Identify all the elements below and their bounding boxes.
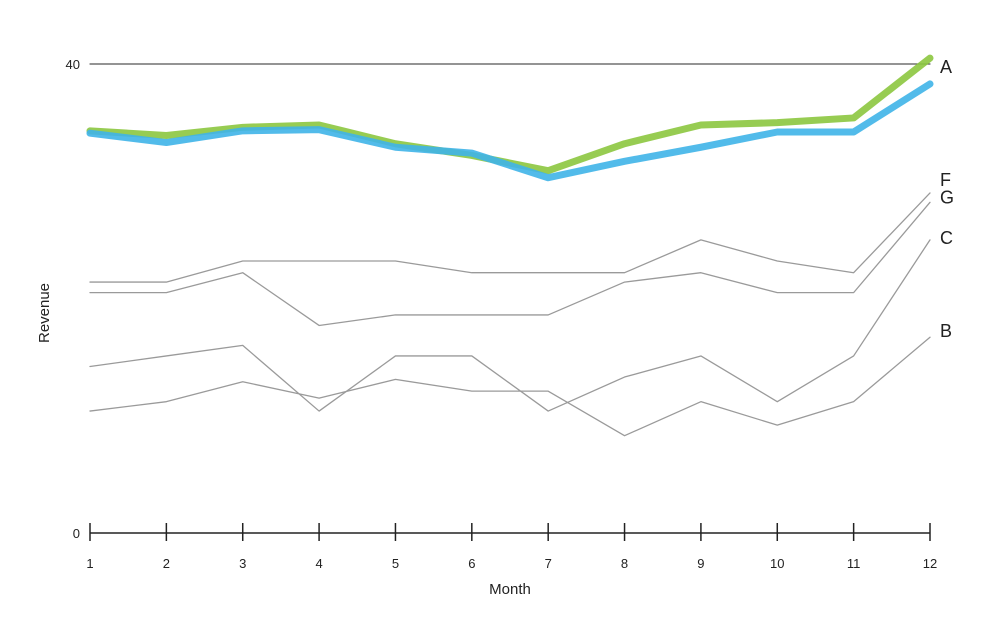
series-label-g: G — [940, 187, 954, 207]
series-line-band-1 — [86, 54, 934, 175]
x-tick-label: 12 — [923, 556, 937, 571]
x-tick-label: 10 — [770, 556, 784, 571]
x-tick-label: 4 — [315, 556, 322, 571]
x-tick-label: 6 — [468, 556, 475, 571]
x-tick-label: 1 — [86, 556, 93, 571]
series-line-b — [89, 336, 931, 437]
series-line-band-2 — [86, 80, 934, 182]
x-tick-label: 9 — [697, 556, 704, 571]
x-tick-label: 8 — [621, 556, 628, 571]
y-tick-label: 40 — [66, 57, 80, 72]
series-line-g — [89, 201, 931, 327]
series-label-a: A — [940, 57, 952, 77]
series-label-c: C — [940, 228, 953, 248]
y-axis-title: Revenue — [36, 283, 53, 343]
series-line-c — [89, 239, 931, 412]
x-tick-label: 5 — [392, 556, 399, 571]
series-label-f: F — [940, 170, 951, 190]
x-tick-label: 2 — [163, 556, 170, 571]
series-line-f — [89, 192, 931, 283]
x-tick-label: 3 — [239, 556, 246, 571]
x-tick-label: 11 — [847, 556, 861, 571]
x-tick-label: 7 — [545, 556, 552, 571]
series-label-b: B — [940, 321, 952, 341]
x-axis-title: Month — [489, 581, 531, 598]
y-tick-label: 0 — [73, 526, 80, 541]
